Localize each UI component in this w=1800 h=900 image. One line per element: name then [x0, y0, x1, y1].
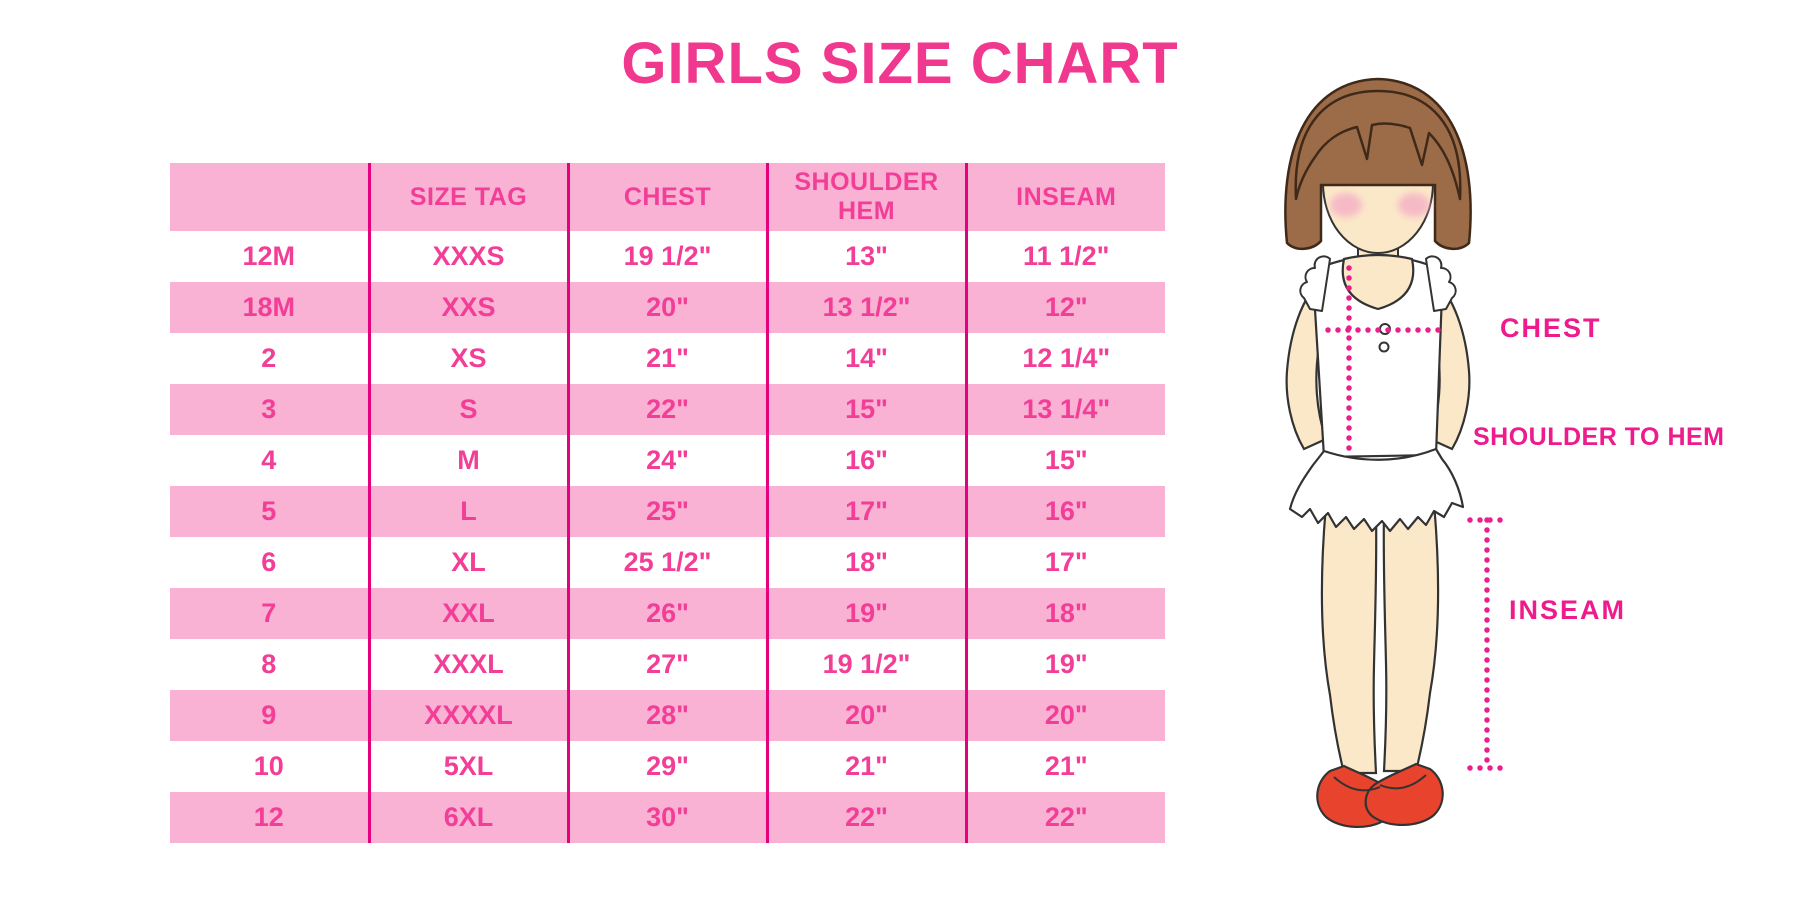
table-cell: 21": [964, 741, 1165, 792]
table-row: 5 L 25" 17" 16": [170, 486, 1165, 537]
table-cell: 15": [765, 384, 966, 435]
table-cell: XXXXL: [367, 690, 568, 741]
size-table-body: 12M XXXS 19 1/2" 13" 11 1/2" 18M XXS 20" 13 1/2"…: [170, 231, 1165, 843]
table-cell: 18M: [242, 292, 296, 322]
table-cell: 2: [261, 343, 277, 373]
table-cell: 17": [765, 486, 966, 537]
table-cell: 12M: [242, 241, 296, 271]
table-cell: 6XL: [367, 792, 568, 843]
table-cell: 20": [765, 690, 966, 741]
figure-shoulder-ruffles: [1299, 255, 1457, 312]
table-cell: 11 1/2": [964, 231, 1165, 282]
table-cell: 14": [765, 333, 966, 384]
table-cell: 18": [964, 588, 1165, 639]
table-cell: 13 1/4": [964, 384, 1165, 435]
table-cell: 13": [765, 231, 966, 282]
figure-shoes: [1316, 762, 1444, 828]
measurement-dotted-lines: [1325, 265, 1506, 771]
girl-figure-illustration: [1284, 77, 1506, 828]
table-cell: 26": [566, 588, 767, 639]
table-row: 6 XL 25 1/2" 18" 17": [170, 537, 1165, 588]
figure-skirt-ruffle: [1288, 447, 1465, 533]
table-cell: 19 1/2": [765, 639, 966, 690]
column-header: SHOULDER HEM: [765, 163, 966, 231]
table-cell: M: [367, 435, 568, 486]
table-cell: 5XL: [367, 741, 568, 792]
table-cell: 19": [964, 639, 1165, 690]
column-header: CHEST: [566, 163, 767, 231]
girl-measurement-figure: [1230, 65, 1530, 865]
chest-label: CHEST: [1500, 313, 1602, 343]
table-cell: 7: [261, 598, 277, 628]
table-cell: 8: [261, 649, 277, 679]
table-cell: 13 1/2": [765, 282, 966, 333]
table-cell: 22": [765, 792, 966, 843]
table-cell: 29": [566, 741, 767, 792]
table-cell: 27": [566, 639, 767, 690]
table-row: 10 5XL 29" 21" 21": [170, 741, 1165, 792]
table-row: 7 XXL 26" 19" 18": [170, 588, 1165, 639]
figure-legs: [1320, 501, 1440, 775]
table-cell: 28": [566, 690, 767, 741]
table-cell: XL: [367, 537, 568, 588]
column-header: SIZE TAG: [367, 163, 568, 231]
size-table-head-row: SIZE TAG CHEST SHOULDER HEM INSEAM: [170, 163, 1165, 231]
table-cell: 20": [566, 282, 767, 333]
size-table: SIZE TAG CHEST SHOULDER HEM INSEAM 12M XXXS 1…: [170, 163, 1165, 843]
table-cell: XXXS: [367, 231, 568, 282]
figure-top-bodice: [1312, 253, 1444, 459]
table-cell: 12 1/4": [964, 333, 1165, 384]
table-cell: XS: [367, 333, 568, 384]
table-cell: 4: [261, 445, 277, 475]
table-cell: 30": [566, 792, 767, 843]
table-cell: 17": [964, 537, 1165, 588]
table-cell: 18": [765, 537, 966, 588]
table-cell: 3: [261, 394, 277, 424]
table-cell: 22": [566, 384, 767, 435]
table-cell: 5: [261, 496, 277, 526]
table-cell: XXXL: [367, 639, 568, 690]
table-cell: 15": [964, 435, 1165, 486]
table-row: 12M XXXS 19 1/2" 13" 11 1/2": [170, 231, 1165, 282]
table-cell: 21": [765, 741, 966, 792]
table-row: 18M XXS 20" 13 1/2" 12": [170, 282, 1165, 333]
table-cell: 16": [964, 486, 1165, 537]
table-cell: 16": [765, 435, 966, 486]
table-cell: XXS: [367, 282, 568, 333]
table-cell: 19": [765, 588, 966, 639]
table-cell: 25": [566, 486, 767, 537]
table-row: 8 XXXL 27" 19 1/2" 19": [170, 639, 1165, 690]
table-cell: XXL: [367, 588, 568, 639]
table-row: 3 S 22" 15" 13 1/4": [170, 384, 1165, 435]
table-cell: 20": [964, 690, 1165, 741]
figure-hair: [1284, 77, 1472, 250]
table-row: 9 XXXXL 28" 20" 20": [170, 690, 1165, 741]
table-cell: 24": [566, 435, 767, 486]
table-cell: 25 1/2": [566, 537, 767, 588]
size-table-header: SIZE TAG CHEST SHOULDER HEM INSEAM: [170, 163, 1165, 231]
table-cell: 22": [964, 792, 1165, 843]
shoulder-to-hem-label: SHOULDER TO HEM: [1473, 423, 1725, 451]
table-row: 12 6XL 30" 22" 22": [170, 792, 1165, 843]
table-cell: L: [367, 486, 568, 537]
table-cell: 9: [261, 700, 277, 730]
figure-blush: [1330, 193, 1430, 217]
table-cell: 19 1/2": [566, 231, 767, 282]
inseam-label: INSEAM: [1509, 595, 1627, 625]
table-row: 4 M 24" 16" 15": [170, 435, 1165, 486]
table-cell: 10: [253, 751, 284, 781]
column-header: INSEAM: [964, 163, 1165, 231]
page-title: GIRLS SIZE CHART: [621, 31, 1179, 96]
table-row: 2 XS 21" 14" 12 1/4": [170, 333, 1165, 384]
table-cell: S: [367, 384, 568, 435]
table-cell: 21": [566, 333, 767, 384]
table-cell: 12": [964, 282, 1165, 333]
table-cell: 6: [261, 547, 277, 577]
table-cell: 12: [253, 802, 284, 832]
column-header: [170, 163, 369, 231]
